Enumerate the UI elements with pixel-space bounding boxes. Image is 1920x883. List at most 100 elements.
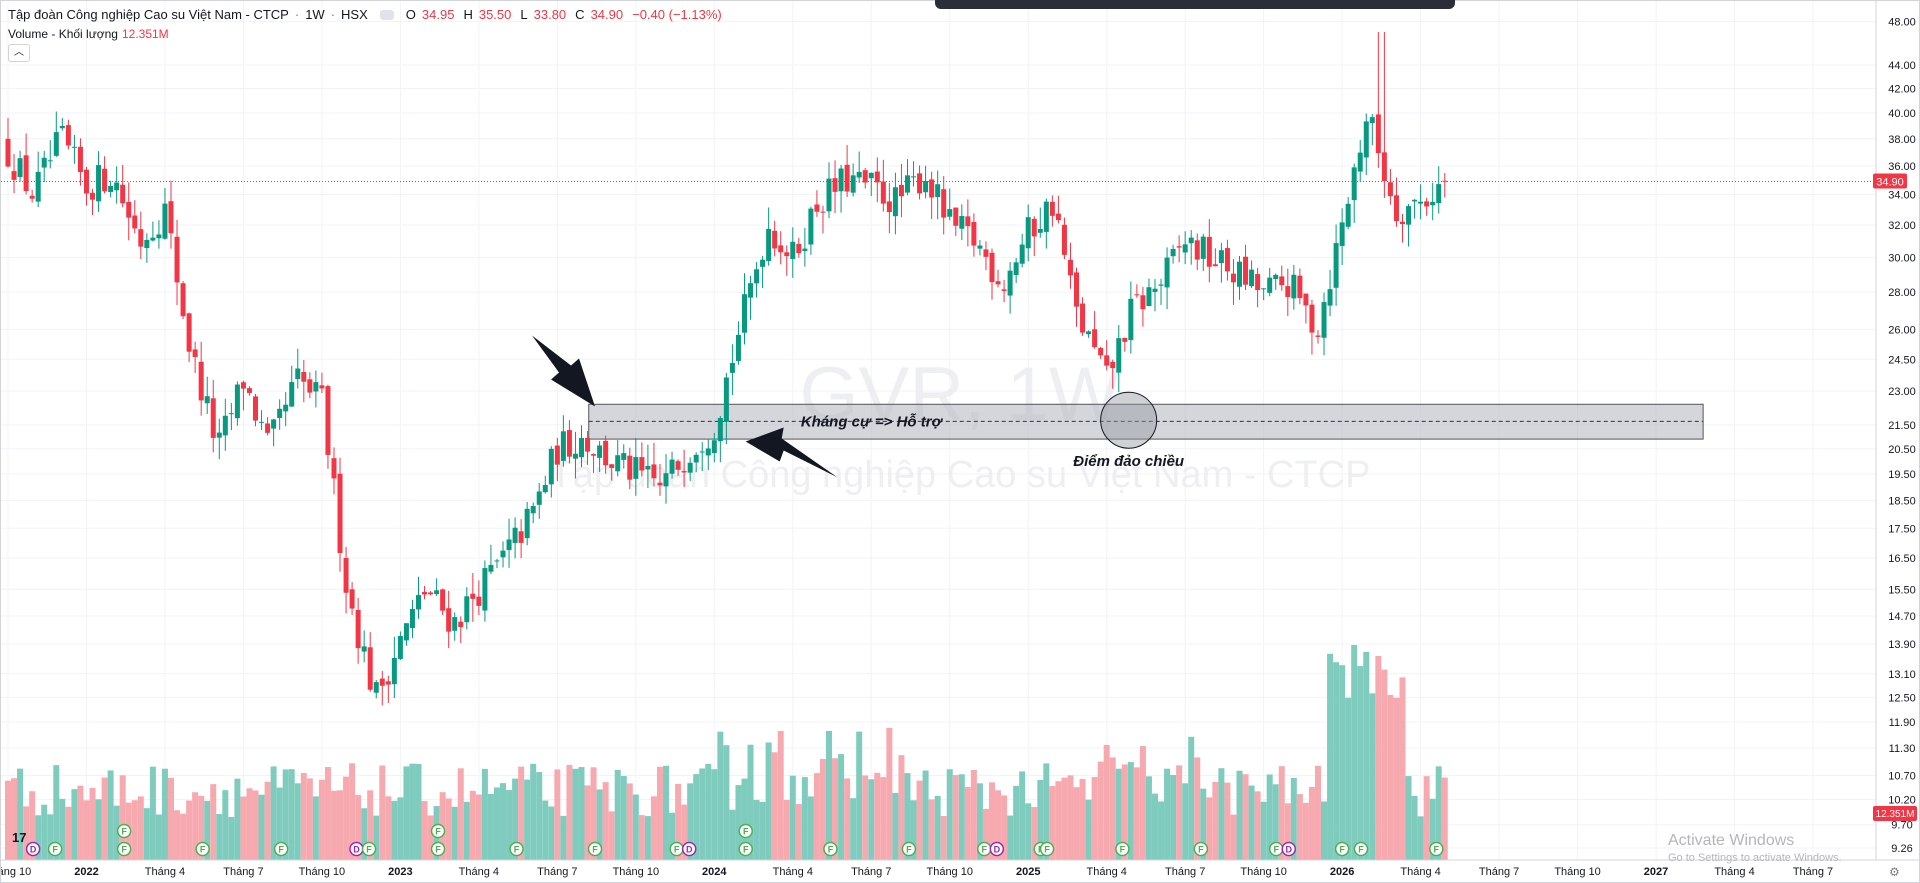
collapse-legend-button[interactable]: ︿ (8, 44, 30, 62)
candle-body (1387, 182, 1393, 197)
symbol-name[interactable]: Tập đoàn Công nghiệp Cao su Việt Nam - C… (8, 7, 289, 22)
candle-body (494, 560, 500, 562)
volume-bar (699, 768, 706, 860)
time-tick-label: Tháng 7 (851, 866, 891, 878)
candle (560, 415, 566, 467)
event-letter: F (1198, 845, 1204, 855)
visibility-icon[interactable] (379, 9, 394, 20)
volume-bar (542, 800, 549, 860)
candle-body (1333, 243, 1339, 288)
event-letter: D (994, 845, 1001, 855)
close-value: 34.90 (590, 7, 624, 22)
candle-body (1406, 206, 1412, 225)
volume-bar (161, 768, 168, 860)
volume-bar (481, 768, 488, 860)
candle-body (1255, 274, 1261, 291)
volume-bar (681, 804, 688, 860)
candle-body (1285, 286, 1291, 298)
candle (862, 167, 868, 189)
time-tick-label: 2026 (1330, 866, 1354, 878)
volume-bar (1248, 785, 1255, 860)
volume-label[interactable]: Volume - Khối lượng (8, 27, 118, 41)
candle-body (578, 438, 584, 458)
candle-body (657, 482, 663, 486)
candle-body (1279, 276, 1285, 286)
time-tick-label: 2024 (702, 866, 727, 878)
candle (1049, 195, 1055, 227)
candle (675, 459, 681, 476)
volume-bar (807, 796, 814, 860)
interval-label[interactable]: 1W (305, 7, 325, 22)
candle-body (373, 682, 379, 693)
volume-bar (596, 789, 603, 860)
volume-bar (403, 766, 410, 860)
candle-body (1188, 237, 1194, 244)
candle-body (735, 334, 741, 361)
event-letter: F (1120, 845, 1126, 855)
candle-body (917, 173, 923, 194)
volume-bar (149, 766, 156, 860)
event-circle (47, 841, 63, 857)
candle (1412, 199, 1418, 219)
event-circle (1353, 841, 1369, 857)
dividend-event-icon: D (1281, 841, 1297, 857)
candle-body (512, 527, 518, 543)
volume-bar (741, 778, 748, 860)
volume-bar (711, 769, 718, 860)
dividend-event-icon: D (989, 841, 1005, 857)
candle (210, 380, 216, 453)
candle-body (808, 208, 814, 245)
candle-body (597, 445, 603, 458)
candle (597, 441, 603, 472)
volume-bar (1417, 816, 1424, 860)
candle (796, 237, 802, 258)
candle (271, 418, 277, 447)
candle (705, 439, 711, 471)
volume-bar (1375, 656, 1382, 860)
candle-body (530, 506, 536, 514)
price-tick-label: 13.10 (1888, 669, 1916, 681)
candle (995, 269, 1001, 288)
volume-bar (717, 731, 724, 860)
volume-bar (771, 752, 778, 860)
volume-bar (566, 764, 573, 860)
volume-bar (240, 796, 247, 860)
candle (754, 262, 760, 298)
candle-body (210, 398, 216, 438)
floating-toolbar[interactable] (935, 0, 1455, 9)
volume-bar (155, 814, 162, 860)
volume-bar (530, 763, 537, 860)
candle (301, 360, 307, 403)
separator-dot: · (294, 7, 300, 22)
candle-body (192, 349, 198, 357)
volume-bar (306, 778, 313, 860)
candle (1013, 257, 1019, 283)
event-letter: F (121, 827, 127, 837)
watermark-name: Tập đoàn Công nghiệp Cao su Việt Nam - C… (550, 454, 1371, 496)
candle-body (83, 169, 89, 194)
tradingview-logo-icon[interactable]: 17 (12, 830, 27, 845)
candle (373, 679, 379, 699)
candle (198, 341, 204, 416)
financial-event-icon: F (1353, 841, 1369, 857)
candle-body (150, 237, 156, 241)
financial-event-icon: F (587, 841, 603, 857)
candle-body (542, 484, 548, 493)
candle-body (898, 184, 904, 197)
candle-body (947, 209, 953, 217)
event-letter: F (52, 845, 58, 855)
volume-bar (1176, 765, 1183, 860)
candle (132, 200, 138, 234)
candle-body (343, 558, 349, 593)
candle (1128, 281, 1134, 354)
candle-body (585, 437, 591, 452)
volume-bar (735, 785, 742, 860)
candle (434, 578, 440, 596)
candle (385, 675, 391, 703)
volume-bar (324, 767, 331, 860)
candle (1430, 182, 1436, 221)
candle (953, 207, 959, 236)
volume-bar (898, 755, 905, 860)
settings-gear-icon[interactable]: ⚙ (1889, 865, 1900, 879)
